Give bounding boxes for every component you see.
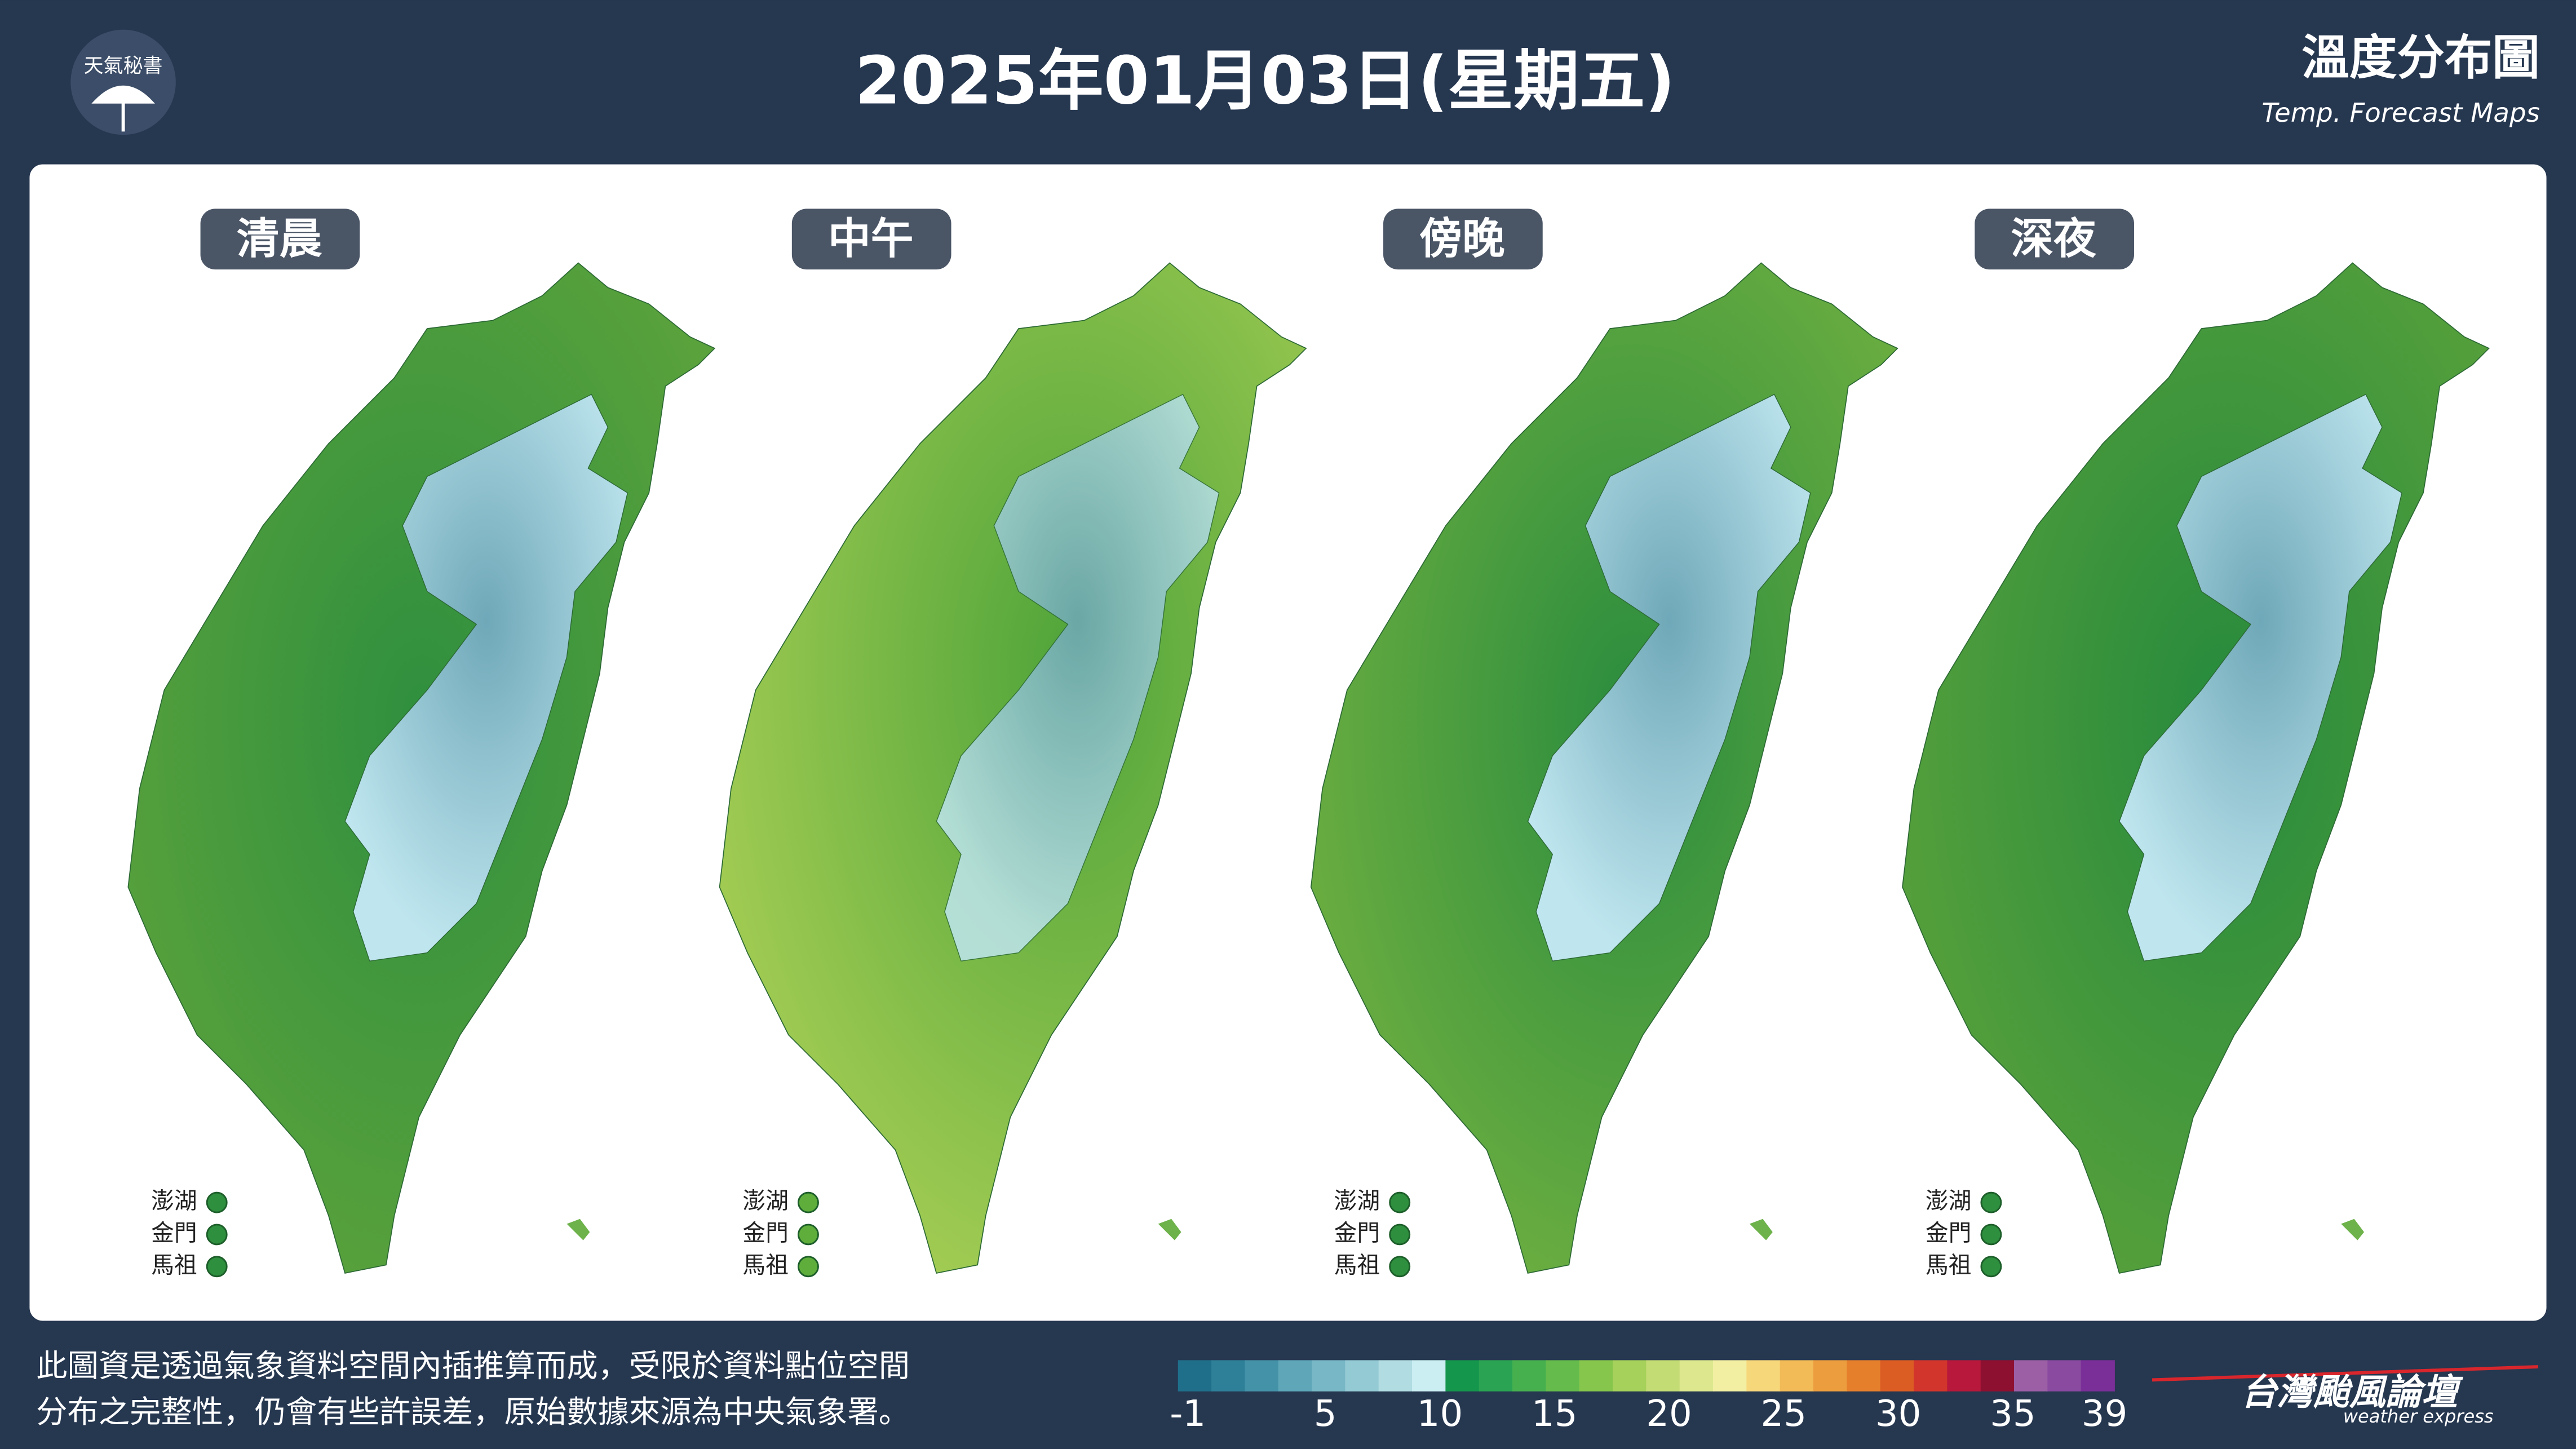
colorbar-swatch [1278,1360,1312,1392]
colorbar-swatch [1746,1360,1781,1392]
island-label: 澎湖 [1334,1187,1380,1215]
logo-umbrella [91,85,155,132]
penghu [566,1218,590,1240]
colorbar-swatch [1646,1360,1680,1392]
panel-label: 傍晚 [1419,214,1505,264]
colorbar-swatch [1546,1360,1580,1392]
colorbar-swatch [1613,1360,1647,1392]
panel-label: 中午 [828,214,914,264]
colorbar-swatch [1245,1360,1279,1392]
island-label: 金門 [151,1219,197,1246]
colorbar-swatch [1178,1360,1212,1392]
colorbar-swatch [1412,1360,1446,1392]
colorbar: -1 5 10 15 20 25 30 35 39 [1170,1360,2127,1435]
page-title: 2025年01月03日(星期五) [855,43,1675,119]
note-line: 此圖資是透過氣象資料空間內插推算而成，受限於資料點位空間 [36,1349,910,1385]
colorbar-tick-label: 25 [1761,1393,1807,1435]
colorbar-swatch [2081,1360,2115,1392]
island-dot [798,1191,819,1213]
island-label: 金門 [1926,1219,1972,1246]
island-dot [1389,1256,1411,1278]
penghu [1158,1218,1181,1240]
colorbar-swatch [1312,1360,1346,1392]
colorbar-swatch [1813,1360,1848,1392]
colorbar-swatch [1579,1360,1613,1392]
colorbar-swatch [1847,1360,1881,1392]
colorbar-swatch [1947,1360,1981,1392]
island-dot [798,1256,819,1278]
island-dot [1980,1224,2002,1246]
colorbar-tick-label: 39 [2082,1393,2128,1435]
island-label: 馬祖 [742,1251,789,1278]
brand-stroke [2152,1365,2539,1382]
colorbar-tick-label: 15 [1532,1393,1578,1435]
brand: 台灣颱風論壇 [2241,1371,2463,1413]
island-dot [206,1256,228,1278]
colorbar-swatch [2014,1360,2048,1392]
colorbar-swatch [1713,1360,1747,1392]
island-dot [1980,1191,2002,1213]
island-label: 金門 [742,1219,789,1246]
panel-label-bg [791,209,951,270]
colorbar-tick-label: 20 [1646,1393,1692,1435]
panel-label: 深夜 [2011,214,2096,264]
panel-label-bg [1383,209,1543,270]
island-dot [1980,1256,2002,1278]
colorbar-swatch [1980,1360,2015,1392]
colorbar-swatch [1679,1360,1714,1392]
penghu [1749,1218,1773,1240]
logo-badge [70,29,176,135]
colorbar-tick-label: 35 [1990,1393,2036,1435]
island-label: 澎湖 [1926,1187,1972,1215]
penghu [2341,1218,2365,1240]
colorbar-swatch [1880,1360,1914,1392]
colorbar-swatch [1780,1360,1814,1392]
colorbar-swatch [1914,1360,1948,1392]
island-label: 馬祖 [151,1251,197,1278]
island-label: 馬祖 [1926,1251,1972,1278]
colorbar-swatch [1345,1360,1379,1392]
colorbar-tick-label: -1 [1170,1393,1206,1435]
colorbar-tick-label: 30 [1875,1393,1922,1435]
colorbar-swatch [1445,1360,1480,1392]
colorbar-tick-label: 5 [1314,1393,1337,1435]
island-dot [1389,1224,1411,1246]
colorbar-swatch [1378,1360,1413,1392]
island-dot [1389,1191,1411,1213]
logo-text: 天氣秘書 [84,55,163,77]
island-label: 澎湖 [742,1187,789,1215]
note-line: 分布之完整性，仍會有些許誤差，原始數據來源為中央氣象署。 [36,1394,910,1430]
island-dot [206,1224,228,1246]
colorbar-swatch [1211,1360,1246,1392]
colorbar-swatch [1512,1360,1547,1392]
map-subtitle: Temp. Forecast Maps [2261,98,2540,128]
island-label: 澎湖 [151,1187,197,1215]
island-dot [206,1191,228,1213]
colorbar-tick-label: 10 [1417,1393,1463,1435]
brand-sub: weather express [2343,1406,2494,1427]
map-title: 溫度分布圖 [2301,30,2540,85]
colorbar-swatch [1479,1360,1513,1392]
map-area [29,164,2547,1321]
panel-label: 清晨 [237,214,322,264]
island-label: 金門 [1334,1219,1380,1246]
colorbar-swatch [2047,1360,2082,1392]
island-label: 馬祖 [1334,1251,1380,1278]
panel-label-bg [1975,209,2134,270]
island-dot [798,1224,819,1246]
panel-label-bg [200,209,360,270]
